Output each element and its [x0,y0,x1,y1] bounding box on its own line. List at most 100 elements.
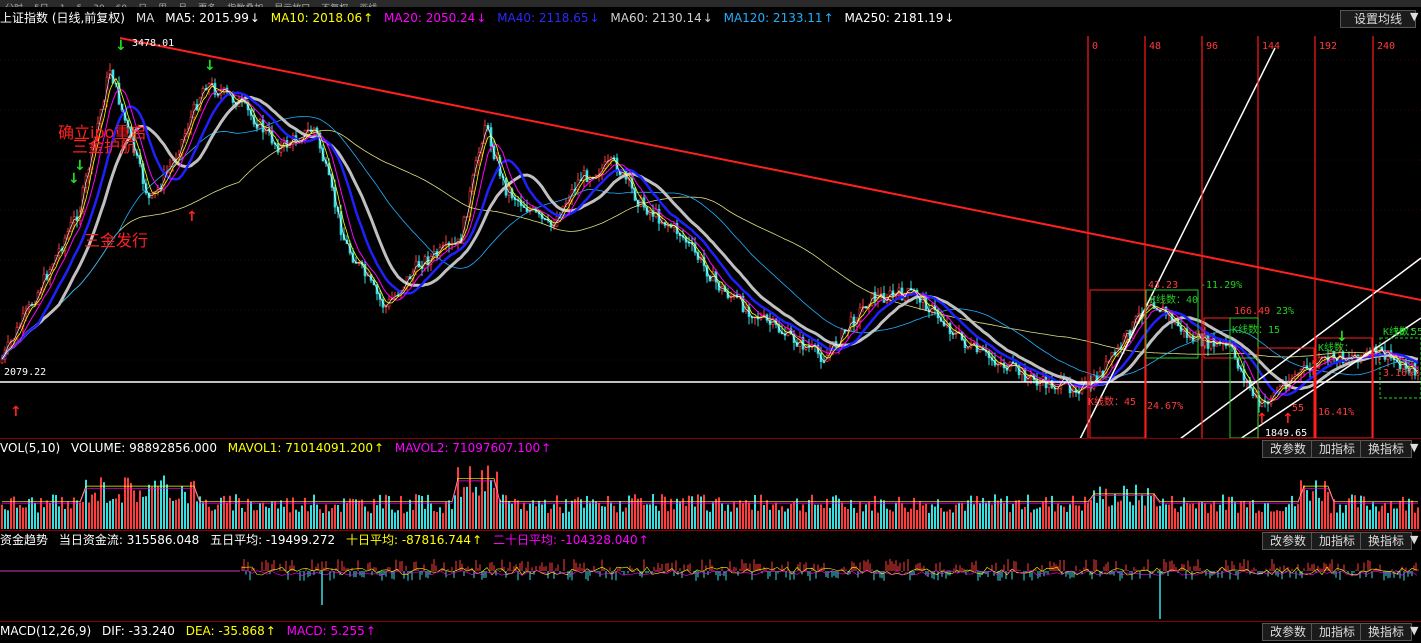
volume-bar [28,499,30,529]
volume-bar [1297,504,1299,529]
cycle-label: 0 [1092,41,1098,52]
volume-bar [319,509,321,529]
volume-bar [1024,507,1026,529]
volume-bar [1039,507,1041,529]
volume-bar [616,512,618,529]
volume-bar [595,501,597,529]
volume-bar [1144,505,1146,529]
volume-bar [379,494,381,529]
volume-bar [397,510,399,529]
volume-bar [973,504,975,529]
volume-bar [1054,511,1056,529]
volume-bar [1414,512,1416,529]
fund-add-indicator-button[interactable]: 加指标 [1311,532,1363,550]
volume-bar [19,504,21,529]
volume-bar [358,500,360,529]
fund-swap-indicator-button[interactable]: 换指标 [1360,532,1412,550]
volume-bar [820,504,822,529]
volume-bar [385,494,387,529]
volume-bar [1372,502,1374,529]
vol-change-params-button[interactable]: 改参数 [1262,440,1314,458]
volume-chart[interactable] [0,457,1421,529]
volume-bar [1255,512,1257,529]
volume-bar [487,465,489,529]
volume-bar [334,504,336,529]
volume-bar [1375,506,1377,529]
volume-bar [814,504,816,529]
volume-bar [748,502,750,529]
vol-chevron-icon[interactable]: ▼ [1410,441,1419,454]
price-chart[interactable]: 0 48 96 144 192 240 43.23 -11.29%K线数：40 166.49 23… [0,28,1421,439]
volume-bar [1408,498,1410,529]
volume-bar [739,500,741,529]
volume-bar [1285,507,1287,529]
fund-chevron-icon[interactable]: ▼ [1410,533,1419,546]
volume-bar [817,504,819,529]
volume-bar [856,512,858,529]
volume-bar [982,497,984,529]
volume-bar [556,495,558,529]
volume-bar [1027,494,1029,529]
box-text: 16.41% [1318,407,1354,418]
vol-swap-indicator-button[interactable]: 换指标 [1360,440,1412,458]
volume-bar [445,501,447,529]
ma5-value: MA5: 2015.99 [165,11,249,25]
volume-bar [877,512,879,529]
volume-bar [574,499,576,529]
volume-bar [466,486,468,529]
volume-bar [280,500,282,529]
volume-bar [664,496,666,529]
macd-add-indicator-button[interactable]: 加指标 [1311,623,1363,641]
volume-bar [1306,490,1308,529]
volume-bar [736,507,738,529]
volume-bar [361,499,363,529]
volume-bar [1210,504,1212,529]
volume-bar [868,501,870,529]
volume-bar [1060,505,1062,529]
macd-swap-indicator-button[interactable]: 换指标 [1360,623,1412,641]
volume-bar [472,492,474,529]
volume-bar [178,498,180,529]
volume-bar [646,504,648,529]
chevron-down-icon[interactable]: ▼ [1410,10,1419,23]
mavol1-arrow-icon: ↑ [374,441,385,455]
trendline-red [119,37,1421,301]
fund-avg20: 二十日平均: -104328.040 [492,533,638,547]
volume-bar [1246,507,1248,529]
fund-avg10-arrow-icon: ↑ [472,533,483,547]
macd-change-params-button[interactable]: 改参数 [1262,623,1314,641]
volume-bar [949,509,951,529]
volume-bar [685,505,687,529]
volume-bar [1213,501,1215,529]
volume-bar [1225,509,1227,529]
vol-add-indicator-button[interactable]: 加指标 [1311,440,1363,458]
volume-bar [1015,500,1017,529]
volume-bar [511,503,513,529]
volume-bar [724,510,726,529]
volume-bar [163,475,165,529]
cycle-label: 240 [1377,41,1395,52]
volume-bar [583,507,585,529]
volume-bar [454,495,456,529]
volume-bar [367,511,369,529]
volume-bar [1234,502,1236,529]
volume-bar [1063,506,1065,529]
volume-bar [1243,500,1245,529]
fund-flow-chart[interactable] [0,549,1421,620]
ma250-arrow-icon: ↓ [944,11,955,25]
volume-bar [1111,505,1113,529]
macd-chevron-icon[interactable]: ▼ [1410,624,1419,637]
volume-bar [979,503,981,529]
volume-bar [994,494,996,529]
volume-bar [1360,495,1362,529]
set-ma-button[interactable]: 设置均线 [1340,10,1416,28]
fund-change-params-button[interactable]: 改参数 [1262,532,1314,550]
volume-bar [1186,502,1188,529]
volume-bar [1207,513,1209,529]
volume-bar [1009,512,1011,529]
volume-bar [784,511,786,529]
ma250-line [1,129,1419,364]
volume-bar [340,511,342,529]
volume-bar [391,509,393,529]
volume-bar [103,482,105,529]
